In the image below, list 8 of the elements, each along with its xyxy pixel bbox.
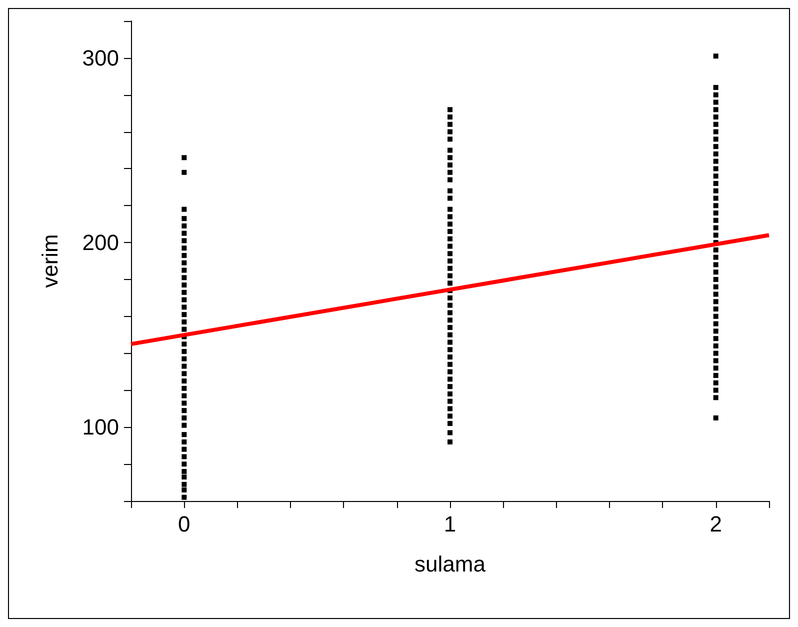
x-tick-label: 2 (710, 512, 722, 536)
y-tick-label: 100 (82, 414, 119, 440)
x-tick-label: 1 (444, 512, 456, 536)
x-tick-label: 0 (178, 512, 190, 536)
y-tick-label: 300 (82, 45, 119, 70)
y-tick-label: 200 (82, 230, 119, 256)
y-axis-title: verim (38, 234, 62, 288)
x-axis-title: sulama (414, 552, 486, 576)
